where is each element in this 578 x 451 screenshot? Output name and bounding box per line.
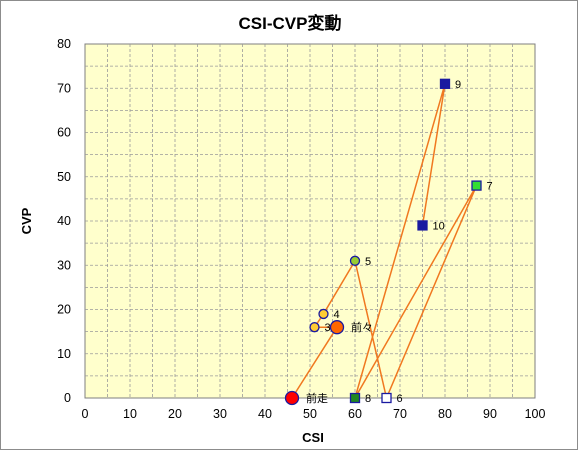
point-marker xyxy=(349,392,361,404)
point-marker xyxy=(349,255,361,266)
y-axis-label: CVP xyxy=(19,207,34,234)
x-tick-label: 10 xyxy=(123,407,137,421)
point-label: 8 xyxy=(365,393,371,405)
series-line xyxy=(291,83,478,401)
point-label: 5 xyxy=(365,256,371,268)
point-label: 前々 xyxy=(351,320,373,334)
point-label: 10 xyxy=(433,220,445,232)
point-marker xyxy=(318,308,329,320)
x-tick-label: 40 xyxy=(258,407,272,421)
point-label: 9 xyxy=(455,79,461,91)
x-tick-label: 80 xyxy=(438,407,452,421)
y-tick-label: 50 xyxy=(57,170,71,184)
tick-labels: 0 10 20 30 40 50 60 70 80 90 100 0 10 20 30 40 50 60 70 80 xyxy=(57,37,545,421)
point-marker xyxy=(417,220,428,231)
point-label: 3 xyxy=(325,322,331,334)
point-marker xyxy=(471,180,482,191)
y-tick-label: 40 xyxy=(57,214,71,228)
y-tick-label: 30 xyxy=(57,258,71,272)
chart-title: CSI-CVP変動 xyxy=(239,13,342,33)
point-marker xyxy=(284,390,300,406)
point-marker xyxy=(439,78,451,89)
point-labels: 前走 前々 34 5 6 7 8 9 10 xyxy=(306,79,493,405)
point-marker xyxy=(329,320,345,335)
x-tick-label: 70 xyxy=(393,407,407,421)
point-label: 6 xyxy=(397,393,403,405)
x-tick-label: 100 xyxy=(525,407,546,421)
x-tick-label: 20 xyxy=(168,407,182,421)
data-markers xyxy=(284,78,482,406)
x-axis-label: CSI xyxy=(302,430,324,445)
y-tick-label: 60 xyxy=(57,126,71,140)
point-label: 7 xyxy=(487,181,493,193)
y-tick-label: 70 xyxy=(57,81,71,95)
point-label: 前走 xyxy=(306,391,328,405)
x-tick-label: 0 xyxy=(82,407,89,421)
x-tick-label: 90 xyxy=(483,407,497,421)
connecting-lines xyxy=(291,83,478,401)
point-marker xyxy=(381,392,392,404)
y-tick-label: 10 xyxy=(57,347,71,361)
y-tick-label: 80 xyxy=(57,37,71,51)
x-tick-label: 50 xyxy=(303,407,317,421)
point-label: 4 xyxy=(334,309,340,321)
x-tick-label: 30 xyxy=(213,407,227,421)
point-marker xyxy=(309,322,320,333)
y-tick-label: 0 xyxy=(64,391,71,405)
y-tick-label: 20 xyxy=(57,303,71,317)
x-tick-label: 60 xyxy=(348,407,362,421)
